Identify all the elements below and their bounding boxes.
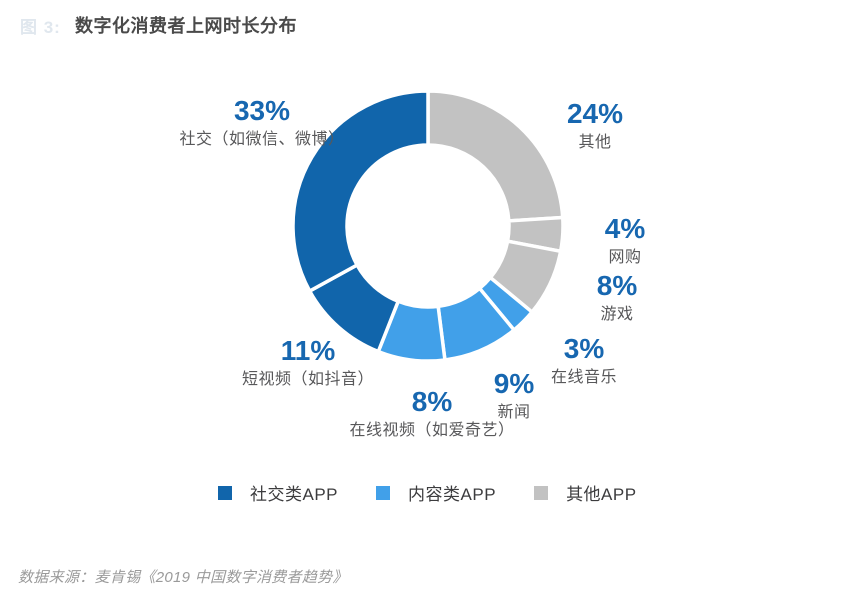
legend-swatch-content-apps — [376, 485, 391, 500]
figure-number-watermark: 图 3: — [20, 18, 61, 37]
legend-item-social-apps: 社交类APP — [218, 480, 338, 505]
donut-chart-svg — [291, 89, 565, 363]
callout-games: 8% 游戏 — [537, 271, 697, 326]
legend-label-content-apps: 内容类APP — [408, 485, 497, 504]
donut-segment-其他 — [426, 89, 565, 223]
callout-online-video: 8% 在线视频（如爱奇艺） — [282, 387, 582, 442]
legend-swatch-social-apps — [218, 485, 232, 500]
callout-social-percent: 33% — [233, 95, 291, 126]
page-title: 数字化消费者上网时长分布 — [75, 16, 297, 36]
callout-other: 24% 其他 — [495, 99, 695, 154]
callout-online-shopping: 4% 网购 — [545, 214, 705, 269]
legend-swatch-other-apps — [534, 485, 549, 500]
callout-social: 33% 社交（如微信、微博） — [112, 96, 412, 151]
callout-social-label: 社交（如微信、微博） — [179, 131, 345, 148]
callout-games-percent: 8% — [596, 270, 638, 301]
callout-online-music: 3% 在线音乐 — [504, 334, 664, 389]
legend-label-social-apps: 社交类APP — [250, 485, 339, 504]
callout-news-label: 新闻 — [497, 404, 531, 421]
callout-short-video: 11% 短视频（如抖音） — [158, 336, 458, 391]
chart-legend: 社交类APP 内容类APP 其他APP — [218, 480, 637, 505]
callout-short-video-label: 短视频（如抖音） — [241, 371, 374, 388]
callout-short-video-percent: 11% — [280, 335, 336, 366]
legend-item-content-apps: 内容类APP — [376, 480, 496, 505]
callout-online-music-percent: 3% — [563, 333, 605, 364]
callout-online-video-percent: 8% — [411, 386, 453, 417]
donut-chart — [283, 81, 573, 371]
callout-online-video-label: 在线视频（如爱奇艺） — [349, 422, 515, 439]
legend-label-other-apps: 其他APP — [566, 485, 637, 504]
callout-online-shopping-percent: 4% — [604, 213, 646, 244]
callout-news: 9% 新闻 — [454, 369, 574, 424]
legend-item-other-apps: 其他APP — [534, 480, 637, 505]
callout-games-label: 游戏 — [600, 306, 634, 323]
callout-online-shopping-label: 网购 — [608, 249, 642, 266]
data-source-note: 数据来源：麦肯锡《2019 中国数字消费者趋势》 — [18, 569, 348, 586]
callout-news-percent: 9% — [493, 368, 535, 399]
callout-other-percent: 24% — [566, 98, 624, 129]
donut-segment-社交（如微信、微博） — [291, 89, 430, 294]
callout-other-label: 其他 — [578, 134, 612, 151]
callout-online-music-label: 在线音乐 — [550, 369, 617, 386]
